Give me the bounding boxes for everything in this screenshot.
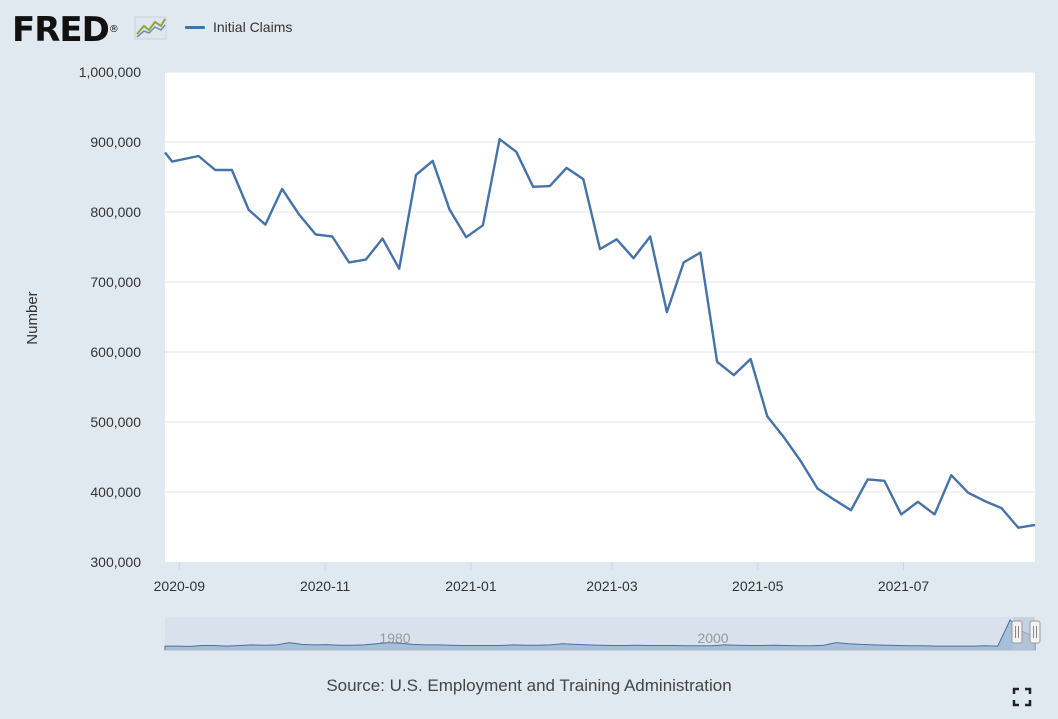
legend-swatch <box>185 25 205 29</box>
y-tick-label: 1,000,000 <box>79 64 141 80</box>
y-tick-label: 400,000 <box>90 484 141 500</box>
navigator-year-label: 2000 <box>697 630 728 646</box>
legend-label: Initial Claims <box>213 19 293 35</box>
y-tick-label: 300,000 <box>90 554 141 570</box>
chart-legend[interactable]: Initial Claims <box>185 17 292 37</box>
x-tick-label: 2021-01 <box>445 578 497 594</box>
y-tick-label: 700,000 <box>90 274 141 290</box>
navigator-area <box>164 619 1036 651</box>
x-tick-label: 2021-07 <box>878 578 930 594</box>
y-tick-label: 900,000 <box>90 134 141 150</box>
navigator-handle-right[interactable] <box>1029 620 1041 644</box>
x-tick-label: 2020-09 <box>154 578 206 594</box>
fred-chart-icon <box>134 16 167 40</box>
registered-mark: ® <box>108 24 119 35</box>
y-tick-label: 600,000 <box>90 344 141 360</box>
x-tick-label: 2021-05 <box>732 578 784 594</box>
y-tick-label: 500,000 <box>90 414 141 430</box>
y-tick-label: 800,000 <box>90 204 141 220</box>
x-tick-label: 2021-03 <box>586 578 638 594</box>
navigator-handle-left[interactable] <box>1011 620 1023 644</box>
series-line-initial-claims <box>164 138 1036 529</box>
fred-logo[interactable]: FRED® <box>12 10 119 50</box>
plot-area <box>165 72 1035 562</box>
fred-logo-text: FRED <box>12 10 110 50</box>
navigator-year-label: 1980 <box>379 630 410 646</box>
fullscreen-icon[interactable] <box>1012 687 1032 707</box>
y-axis-label: Number <box>24 291 41 344</box>
source-note: Source: U.S. Employment and Training Adm… <box>326 676 732 695</box>
navigator[interactable]: 1980 2000 <box>164 617 1041 651</box>
x-tick-label: 2020-11 <box>300 578 351 594</box>
